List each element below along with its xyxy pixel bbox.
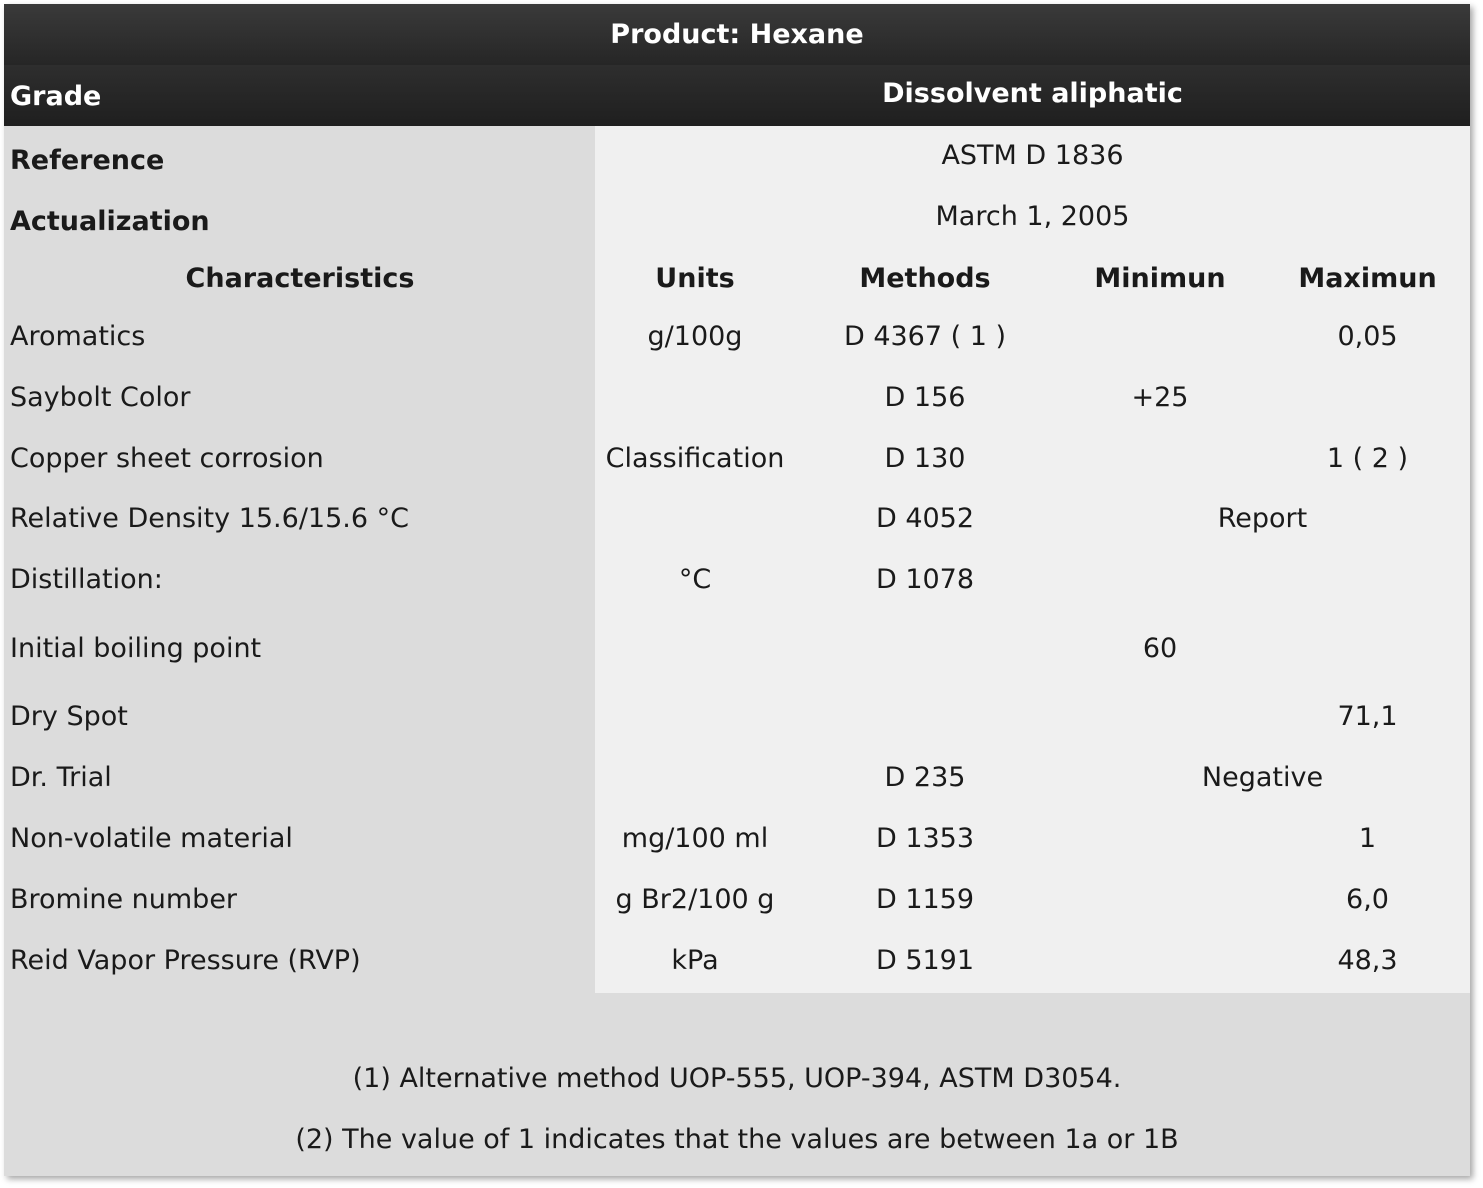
table-row: Distillation: °C D 1078 — [4, 549, 1470, 610]
units-cell: g Br2/100 g — [615, 884, 775, 915]
minimum-cell: +25 — [1131, 382, 1189, 413]
units-cell: kPa — [671, 945, 719, 976]
maximum-cell: 48,3 — [1337, 945, 1398, 976]
minimum-cell — [1055, 869, 1265, 930]
footnotes: (1) Alternative method UOP-555, UOP-394,… — [4, 1048, 1470, 1170]
maximum-cell — [1265, 549, 1470, 610]
method-cell: D 235 — [884, 762, 966, 793]
table-row: Relative Density 15.6/15.6 °C D 4052 Rep… — [4, 488, 1470, 549]
units-cell: °C — [678, 564, 712, 595]
minimum-cell — [1055, 930, 1265, 991]
minimum-cell — [1055, 808, 1265, 869]
characteristic-cell: Distillation: — [10, 564, 163, 595]
maximum-cell — [1265, 618, 1470, 679]
table-row: Saybolt Color D 156 +25 — [4, 367, 1470, 428]
actualization-row: Actualization March 1, 2005 — [4, 191, 1470, 252]
table-row: Copper sheet corrosion Classification D … — [4, 428, 1470, 489]
method-cell: D 1078 — [875, 564, 975, 595]
maximum-cell: 1 ( 2 ) — [1326, 443, 1409, 474]
grade-header: Grade Dissolvent aliphatic — [4, 65, 1470, 126]
table-row: Non-volatile material mg/100 ml D 1353 1 — [4, 808, 1470, 869]
method-cell: D 130 — [884, 443, 966, 474]
maximum-cell: 6,0 — [1346, 884, 1389, 915]
minimum-cell — [1055, 686, 1265, 747]
method-cell: D 4052 — [875, 503, 975, 534]
min-max-span-cell: Negative — [1201, 762, 1324, 793]
method-cell — [795, 686, 1055, 747]
table-row: Initial boiling point 60 — [4, 618, 1470, 679]
characteristic-cell: Bromine number — [10, 884, 238, 915]
units-cell — [595, 488, 795, 549]
method-cell: D 5191 — [875, 945, 975, 976]
column-header-row: Characteristics Units Methods Minimun Ma… — [4, 248, 1470, 309]
grade-label: Grade — [10, 81, 102, 112]
minimum-cell — [1055, 306, 1265, 367]
characteristic-cell: Initial boiling point — [10, 633, 262, 664]
minimum-cell — [1055, 549, 1265, 610]
minimum-header: Minimun — [1094, 263, 1226, 294]
units-cell: g/100g — [647, 321, 743, 352]
units-cell — [595, 367, 795, 428]
maximum-cell: 1 — [1358, 823, 1377, 854]
characteristic-cell: Aromatics — [10, 321, 146, 352]
reference-row: Reference ASTM D 1836 — [4, 130, 1470, 191]
maximum-cell: 71,1 — [1337, 701, 1398, 732]
actualization-value: March 1, 2005 — [935, 201, 1130, 232]
reference-value: ASTM D 1836 — [941, 140, 1124, 171]
units-cell: mg/100 ml — [621, 823, 769, 854]
specification-sheet: Product: Hexane Grade Dissolvent aliphat… — [4, 4, 1470, 1176]
characteristic-cell: Non-volatile material — [10, 823, 293, 854]
minimum-cell: 60 — [1142, 633, 1178, 664]
characteristic-cell: Saybolt Color — [10, 382, 191, 413]
characteristic-cell: Dry Spot — [10, 701, 128, 732]
method-cell — [795, 618, 1055, 679]
characteristic-cell: Copper sheet corrosion — [10, 443, 324, 474]
method-cell: D 1353 — [875, 823, 975, 854]
maximum-cell: 0,05 — [1337, 321, 1398, 352]
table-row: Bromine number g Br2/100 g D 1159 6,0 — [4, 869, 1470, 930]
grade-value: Dissolvent aliphatic — [882, 78, 1183, 109]
maximum-cell — [1265, 367, 1470, 428]
table-row: Dr. Trial D 235 Negative — [4, 747, 1470, 808]
min-max-span-cell: Report — [1217, 503, 1308, 534]
characteristic-cell: Relative Density 15.6/15.6 °C — [10, 503, 409, 534]
units-cell — [595, 618, 795, 679]
characteristic-cell: Reid Vapor Pressure (RVP) — [10, 945, 361, 976]
units-cell — [595, 747, 795, 808]
footnote-2: (2) The value of 1 indicates that the va… — [295, 1124, 1179, 1155]
minimum-cell — [1055, 428, 1265, 489]
values-panel — [595, 126, 1470, 993]
table-row: Reid Vapor Pressure (RVP) kPa D 5191 48,… — [4, 930, 1470, 991]
units-cell — [595, 686, 795, 747]
units-header: Units — [655, 263, 735, 294]
method-cell: D 1159 — [875, 884, 975, 915]
reference-label: Reference — [10, 145, 165, 176]
maximum-header: Maximun — [1298, 263, 1437, 294]
units-cell: Classification — [605, 443, 785, 474]
method-cell: D 4367 ( 1 ) — [843, 321, 1007, 352]
product-title: Product: Hexane — [4, 4, 1470, 65]
table-row: Dry Spot 71,1 — [4, 686, 1470, 747]
footnote-1: (1) Alternative method UOP-555, UOP-394,… — [352, 1063, 1122, 1094]
characteristic-cell: Dr. Trial — [10, 762, 112, 793]
method-cell: D 156 — [884, 382, 966, 413]
table-row: Aromatics g/100g D 4367 ( 1 ) 0,05 — [4, 306, 1470, 367]
actualization-label: Actualization — [10, 206, 210, 237]
methods-header: Methods — [859, 263, 991, 294]
characteristics-header: Characteristics — [185, 263, 415, 294]
